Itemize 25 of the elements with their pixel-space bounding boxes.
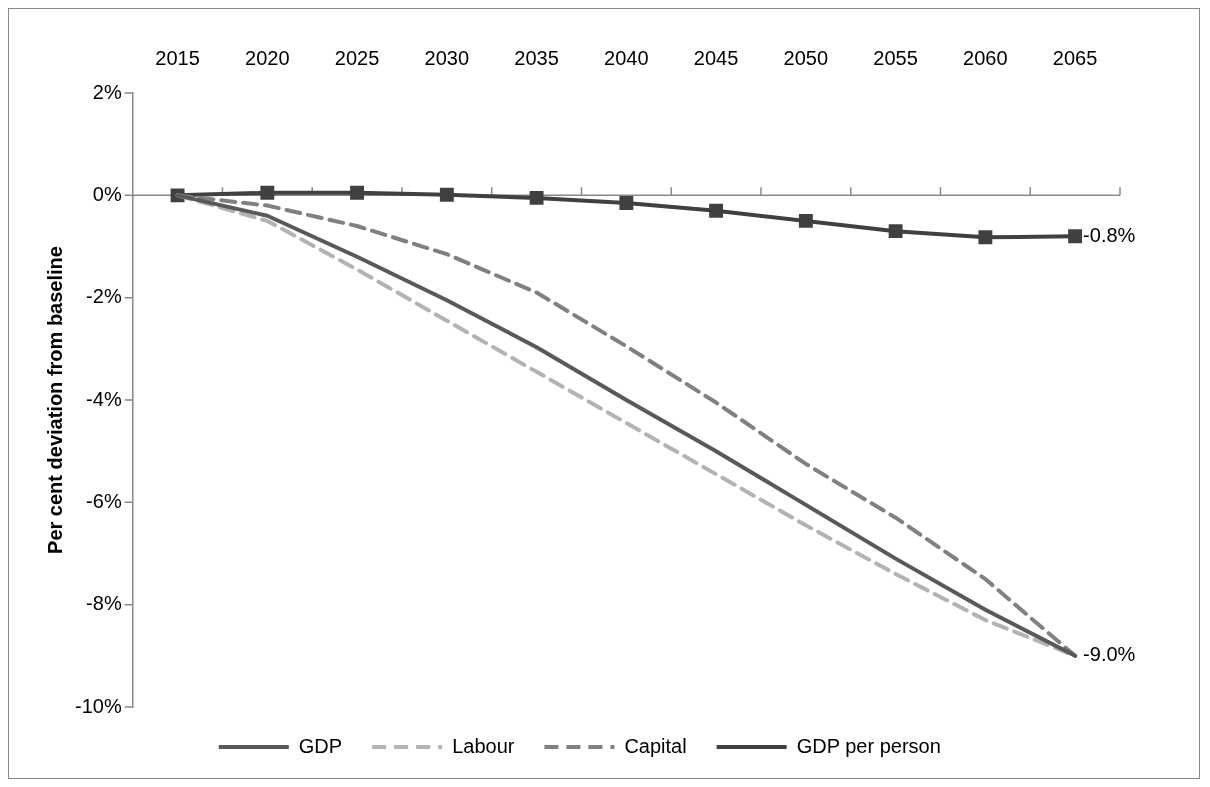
data-label: -9.0% [1083,643,1136,666]
x-tick-label: 2025 [334,46,380,69]
y-axis-title: Per cent deviation from baseline [43,246,66,554]
x-tick-label: 2065 [1052,46,1098,69]
y-tick-label: -4% [86,387,122,410]
x-tick-label: 2055 [873,46,918,69]
x-tick-label: 2050 [783,46,829,69]
x-tick-label: 2020 [245,46,290,69]
legend-label: GDP per person [796,734,941,757]
x-tick-label: 2035 [514,46,559,69]
legend-label: GDP [298,734,343,757]
y-tick-label: -10% [74,694,122,717]
x-tick-label: 2015 [155,46,200,69]
x-tick-label: 2030 [424,46,470,69]
x-tick-label: 2040 [604,46,649,69]
y-tick-label: -2% [86,285,122,308]
y-tick-label: 2% [92,80,122,103]
y-tick-label: -6% [86,489,122,512]
y-tick-label: 0% [92,182,122,205]
y-tick-label: -8% [86,592,122,615]
x-tick-label: 2060 [963,46,1008,69]
legend-label: Capital [624,734,687,757]
data-label: -0.8% [1083,223,1136,246]
x-tick-label: 2045 [693,46,739,69]
legend-label: Labour [452,734,515,757]
